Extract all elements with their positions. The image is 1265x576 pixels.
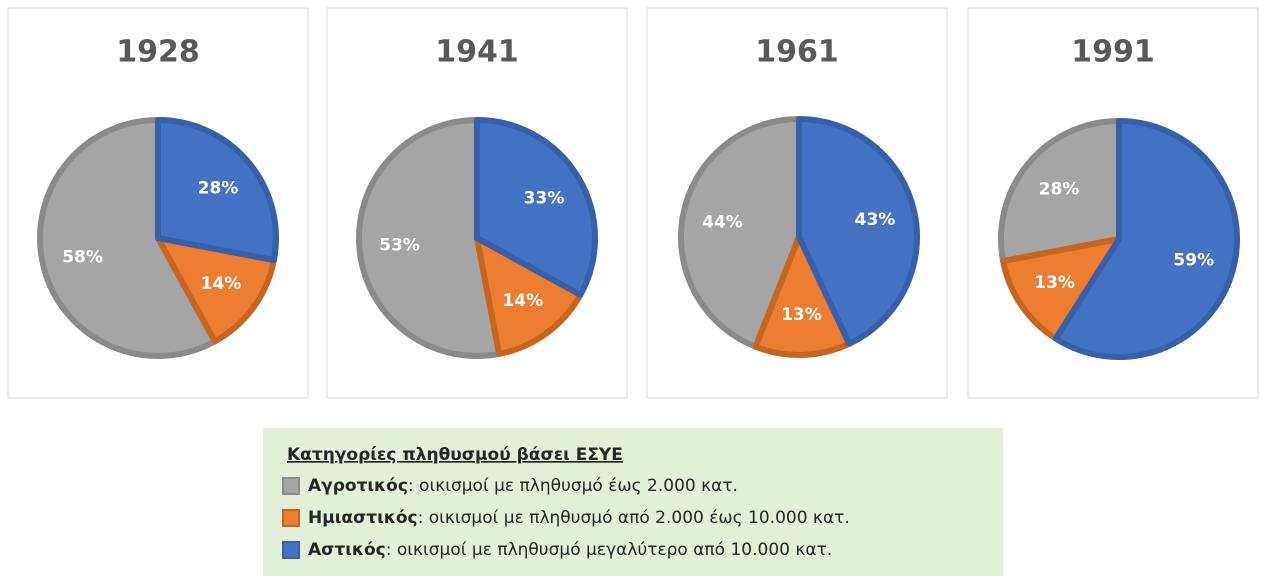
legend-description: : οικισμοί με πληθυσμό μεγαλύτερο από 10… <box>386 540 833 560</box>
pie-slice <box>155 117 279 264</box>
data-label: 28% <box>1039 179 1080 199</box>
pie-slice <box>356 117 503 359</box>
legend-title: Κατηγορίες πληθυσμού βάσει ΕΣΥΕ <box>287 445 623 465</box>
legend-name: Ημιαστικός <box>308 508 418 528</box>
data-label: 58% <box>62 247 103 267</box>
legend-box <box>263 428 1003 576</box>
pie-slice <box>678 116 802 350</box>
legend-description: : οικισμοί με πληθυσμό από 2.000 έως 10.… <box>418 508 850 528</box>
data-label: 13% <box>781 305 822 325</box>
data-label: 33% <box>524 188 565 208</box>
chart-title: 1928 <box>116 35 200 70</box>
pie-slice <box>998 118 1122 265</box>
chart-title: 1991 <box>1071 35 1155 70</box>
data-label: 43% <box>855 210 896 230</box>
data-label: 44% <box>702 212 743 232</box>
legend-swatch <box>282 509 300 527</box>
data-label: 14% <box>502 291 543 311</box>
data-label: 59% <box>1173 251 1214 271</box>
legend-entry: Αστικός: οικισμοί με πληθυσμό μεγαλύτερο… <box>308 540 832 560</box>
legend-swatch <box>282 477 300 495</box>
legend-entry: Ημιαστικός: οικισμοί με πληθυσμό από 2.0… <box>308 508 850 528</box>
pie-slice <box>37 117 218 359</box>
pie-slice <box>1052 118 1240 360</box>
data-label: 14% <box>201 274 242 294</box>
data-label: 28% <box>198 178 239 198</box>
legend-entry: Αγροτικός: οικισμοί με πληθυσμό έως 2.00… <box>308 476 738 496</box>
pie-slice <box>796 116 920 347</box>
pie-slice <box>474 117 598 298</box>
chart-title: 1941 <box>435 35 519 70</box>
legend-swatch <box>282 541 300 559</box>
legend-name: Αγροτικός <box>308 476 408 496</box>
pie-slice <box>474 235 584 357</box>
pie-slice <box>1000 236 1122 342</box>
data-label: 13% <box>1034 273 1075 293</box>
pie-slice <box>752 234 853 358</box>
pie-slice <box>155 235 277 345</box>
chart-title: 1961 <box>755 35 839 70</box>
data-label: 53% <box>379 235 420 255</box>
legend-description: : οικισμοί με πληθυσμό έως 2.000 κατ. <box>408 476 738 496</box>
legend-name: Αστικός <box>308 540 386 560</box>
